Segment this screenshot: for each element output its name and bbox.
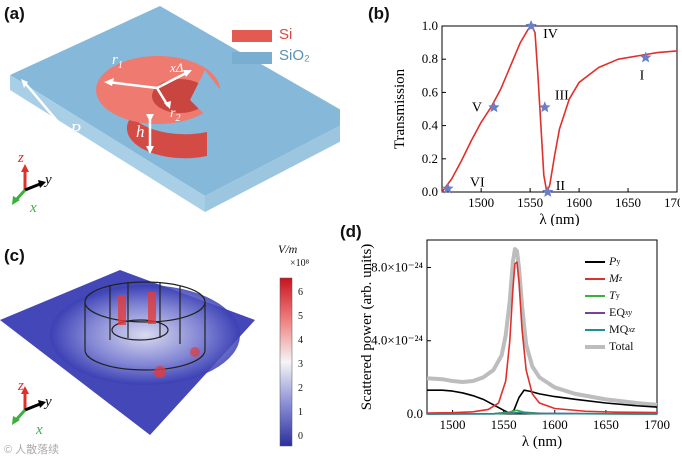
legend-sio2-swatch xyxy=(232,52,272,64)
ring-outline xyxy=(84,281,206,371)
colorbar-tick-2: 2 xyxy=(298,383,303,394)
field-map xyxy=(0,270,293,447)
x-tick-label: 1500 xyxy=(468,195,494,210)
marker-label-I: I xyxy=(640,69,645,84)
label-r2: r2 xyxy=(170,106,181,124)
marker-label-V: V xyxy=(472,100,482,115)
y-tick-label: 0.8 xyxy=(422,51,438,66)
marker-VI xyxy=(442,182,454,194)
legend-item-MQxz: MQ xz xyxy=(585,322,635,337)
ring-notch xyxy=(190,70,222,122)
colorbar-tick-4: 4 xyxy=(298,335,303,346)
y-tick-label: 8.0×10⁻²⁴ xyxy=(371,259,423,274)
x-tick-label: 1700 xyxy=(644,417,670,432)
marker-label-III: III xyxy=(555,88,569,103)
legend-item-EQxy: EQ xy xyxy=(585,305,632,320)
x-tick-label: 1500 xyxy=(440,417,466,432)
legend-item-Total: Total xyxy=(585,339,634,354)
label-r1: r1 xyxy=(112,52,123,71)
dimension-arrowheads xyxy=(21,70,192,211)
marker-II xyxy=(542,186,554,197)
transmission-chart: 1500 1550 1600 1650 1700 0.0 0.2 0.4 0.6 0.8 1.0 λ … xyxy=(392,18,680,226)
series-MQxz xyxy=(426,411,658,415)
marker-IV xyxy=(525,20,537,31)
field-hotspots xyxy=(118,292,200,378)
colorbar xyxy=(279,277,293,447)
marker-I xyxy=(640,51,652,63)
legend-si-swatch xyxy=(232,30,272,42)
y-tick-label: 0.0 xyxy=(407,406,423,421)
axis-z-c: z xyxy=(18,378,24,394)
x-axis-label: λ (nm) xyxy=(522,434,562,450)
axis-z-a: z xyxy=(18,150,24,166)
panel-d-label: (d) xyxy=(340,222,362,241)
watermark: © 人散落续 xyxy=(4,444,60,456)
substrate-side-right xyxy=(205,125,340,212)
x-tick-label: 1650 xyxy=(615,195,641,210)
marker-III xyxy=(539,101,551,113)
axis-y-c: y xyxy=(45,394,52,410)
colorbar-tick-5: 5 xyxy=(298,311,303,322)
y-tick-label: 0.4 xyxy=(422,118,439,133)
label-P: P xyxy=(70,120,81,140)
y-axis-label: Scattered power (arb. units) xyxy=(359,244,375,411)
y-tick-label: 4.0×10⁻²⁴ xyxy=(371,333,423,348)
label-xdelta: xΔn xyxy=(170,60,188,78)
series-Mz xyxy=(426,261,658,414)
field-glow xyxy=(50,285,240,385)
axis-y-a: y xyxy=(45,172,52,188)
x-tick-label: 1650 xyxy=(593,417,619,432)
panel-c-label: (c) xyxy=(4,246,25,265)
y-tick-label: 0.0 xyxy=(422,184,438,199)
marker-V xyxy=(488,101,500,113)
axes-triad-a xyxy=(12,164,46,205)
colorbar-tick-1: 1 xyxy=(298,407,303,418)
marker-label-II: II xyxy=(556,179,566,194)
legend-sio2-label: SiO₂ xyxy=(279,47,310,64)
colorbar-tick-6: 6 xyxy=(298,287,303,298)
y-tick-label: 0.2 xyxy=(422,151,438,166)
marker-label-VI: VI xyxy=(470,176,485,191)
marker-label-IV: IV xyxy=(543,27,558,42)
x-tick-label: 1600 xyxy=(542,417,568,432)
colorbar-tick-3: 3 xyxy=(298,359,303,370)
axes-triad-c xyxy=(12,386,46,425)
label-h: h xyxy=(136,122,145,141)
axis-x-c: x xyxy=(36,422,43,438)
colorbar-tick-0: 0 xyxy=(298,431,303,442)
colorbar-scale: ×10⁸ xyxy=(290,258,310,269)
x-axis-label: λ (nm) xyxy=(539,212,579,226)
y-tick-label: 0.6 xyxy=(422,84,439,99)
y-axis-label: Transmission xyxy=(392,68,408,149)
y-tick-label: 1.0 xyxy=(422,18,438,33)
series-Transmission xyxy=(441,25,678,193)
panel-a-label: (a) xyxy=(4,4,25,23)
x-tick-label: 1550 xyxy=(491,417,517,432)
axis-x-a: x xyxy=(30,200,37,216)
x-tick-label: 1550 xyxy=(517,195,543,210)
series-Total xyxy=(426,247,658,407)
substrate-side-left xyxy=(10,75,205,212)
panel-b-label: (b) xyxy=(368,4,390,23)
panel-a-schematic xyxy=(10,6,340,212)
x-tick-label: 1700 xyxy=(664,195,680,210)
colorbar-title: V/m xyxy=(278,242,298,256)
plot-frame xyxy=(441,25,678,193)
legend-si-label: Si xyxy=(279,26,293,43)
x-tick-label: 1600 xyxy=(566,195,592,210)
scattered-power-chart: 1500 1550 1600 1650 1700 0.0 4.0×10⁻²⁴ 8.0×10⁻²… xyxy=(359,239,670,450)
